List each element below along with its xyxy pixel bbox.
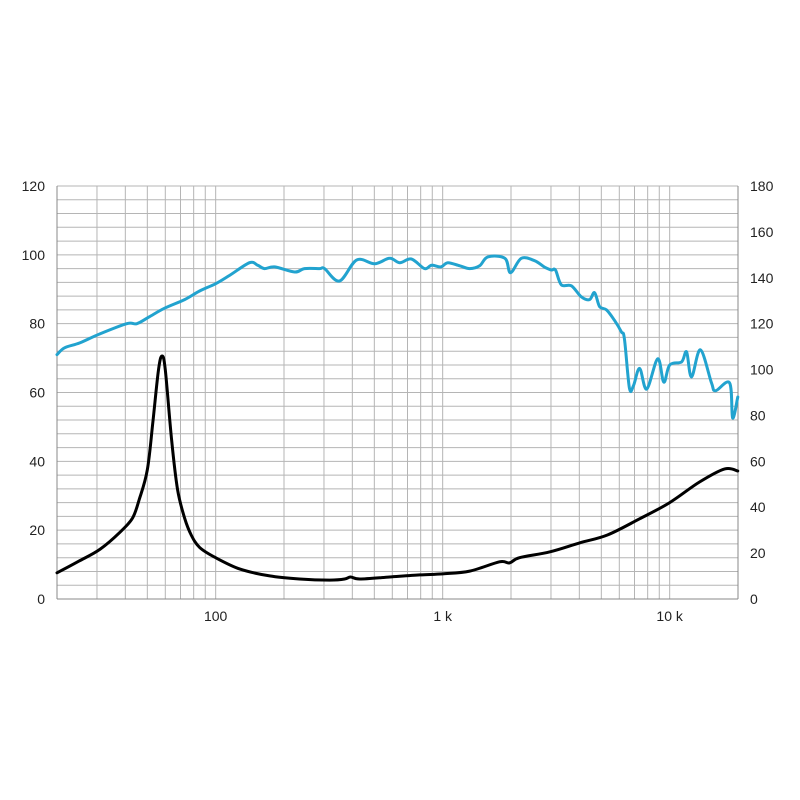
- y-tick-label: 20: [29, 522, 45, 538]
- series-line-spl: [55, 254, 740, 420]
- y-tick-label: 80: [29, 316, 45, 332]
- y2-tick-label: 180: [750, 178, 774, 194]
- y2-tick-label: 120: [750, 316, 774, 332]
- series-line-impedance: [55, 354, 740, 582]
- y2-tick-label: 0: [750, 591, 758, 607]
- x-tick-label: 1 k: [433, 608, 453, 624]
- x-tick-label: 100: [204, 608, 228, 624]
- y-tick-label: 0: [37, 591, 45, 607]
- y-tick-label: 100: [22, 247, 46, 263]
- y2-tick-label: 80: [750, 407, 766, 423]
- y-tick-label: 40: [29, 453, 45, 469]
- y2-tick-label: 140: [750, 270, 774, 286]
- x-tick-label: 10 k: [656, 608, 683, 624]
- y2-tick-label: 60: [750, 453, 766, 469]
- tick-labels: 0 20 40 60 80 100 120 0 20 40 60 80 100 120 140 160 180 1…: [22, 178, 774, 624]
- y-tick-label: 120: [22, 178, 46, 194]
- y2-tick-label: 100: [750, 362, 774, 378]
- series-layer: [55, 254, 740, 582]
- y2-tick-label: 160: [750, 224, 774, 240]
- y2-tick-label: 20: [750, 545, 766, 561]
- y-tick-label: 60: [29, 385, 45, 401]
- y2-tick-label: 40: [750, 499, 766, 515]
- grid: [56, 185, 739, 600]
